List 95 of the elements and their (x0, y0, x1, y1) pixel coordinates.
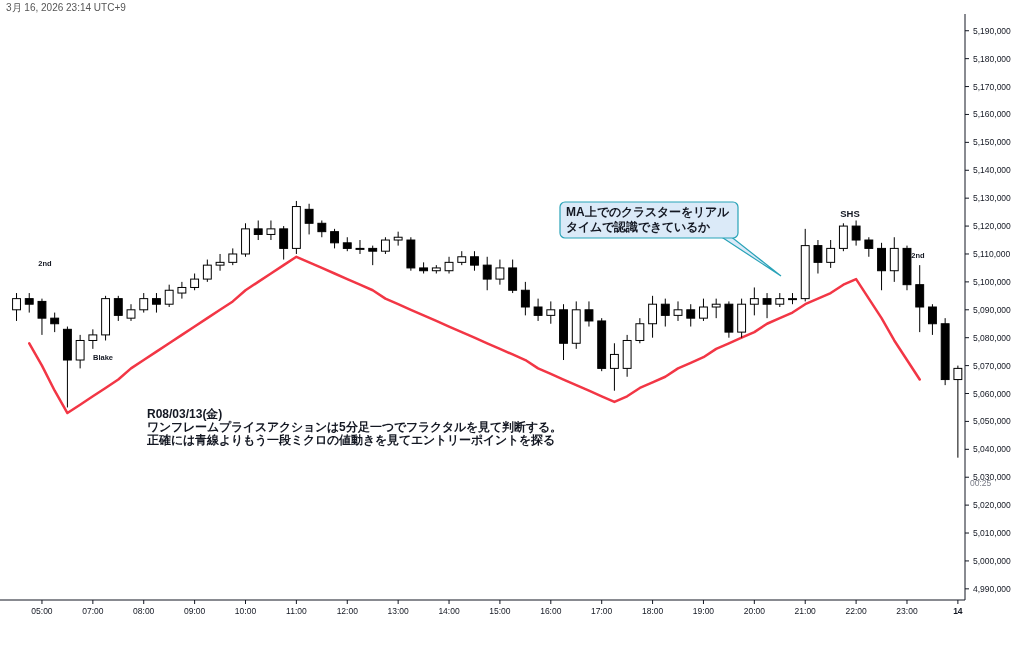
x-tick-label: 16:00 (540, 606, 562, 616)
candlestick (533, 298, 543, 322)
candlestick (113, 295, 123, 322)
y-tick-label: 5,190,000 (973, 25, 1012, 36)
candlestick (864, 236, 874, 258)
y-tick-label: 5,140,000 (973, 165, 1012, 176)
candlestick (24, 292, 34, 314)
candlestick (635, 317, 645, 344)
y-tick-label: 5,020,000 (973, 500, 1012, 511)
candlestick (355, 239, 365, 255)
candlestick (648, 295, 658, 339)
annotation: ワンフレームプライスアクションは5分足一つでフラクタルを見て判断する。 (147, 420, 562, 434)
x-tick-label: 09:00 (183, 606, 206, 616)
candlestick (164, 284, 174, 308)
x-tick-label: 14:00 (438, 606, 460, 616)
x-tick-label: 10:00 (234, 606, 257, 616)
y-tick-label: 5,170,000 (973, 81, 1012, 92)
y-tick-label: 5,160,000 (973, 109, 1012, 120)
candlestick (139, 292, 149, 314)
annotation: 正確には青線よりもう一段ミクロの値動きを見てエントリーポイントを探る (146, 433, 555, 447)
candlestick (508, 259, 518, 294)
y-tick-label: 5,040,000 (973, 444, 1012, 455)
candlestick (762, 292, 772, 319)
candlestick (877, 242, 886, 291)
candlestick (927, 303, 937, 336)
candlestick (699, 298, 708, 322)
x-tick-label: 17:00 (591, 606, 613, 616)
candlestick (202, 259, 212, 283)
candlestick (279, 225, 289, 261)
y-tick-label: 4,990,000 (973, 583, 1012, 594)
y-tick-label: 5,100,000 (973, 276, 1012, 287)
candlestick (953, 365, 963, 459)
y-tick-label: 5,010,000 (973, 528, 1012, 539)
y-tick-label: 5,110,000 (973, 248, 1011, 259)
candlestick (711, 298, 721, 319)
y-tick-label: 5,080,000 (973, 332, 1012, 343)
x-tick-label: 07:00 (82, 606, 104, 616)
candlestick (215, 253, 225, 272)
y-tick-label: 5,050,000 (973, 416, 1012, 427)
candlestick (889, 236, 899, 283)
candlestick (813, 239, 823, 275)
candlestick (88, 328, 98, 350)
candlestick (177, 281, 187, 300)
candlestick (660, 298, 670, 328)
candlestick (609, 342, 619, 392)
candlestick (749, 286, 759, 316)
annotation: R08/03/13(金) (147, 407, 223, 421)
x-tick-label: 12:00 (336, 606, 359, 616)
candlestick (838, 222, 848, 252)
y-tick-label: 5,120,000 (973, 221, 1012, 232)
candlestick (330, 228, 339, 249)
candlestick (37, 298, 47, 336)
y-tick-label: 5,060,000 (973, 388, 1012, 399)
candlestick (915, 264, 925, 333)
y-tick-label: 5,180,000 (973, 53, 1012, 64)
chart-subtitle: 3月 16, 2026 23:14 UTC+9 (6, 2, 127, 13)
x-tick-label: 05:00 (31, 606, 53, 616)
candlestick (495, 259, 505, 286)
candlestick (304, 203, 314, 235)
candlestick (12, 292, 21, 322)
candlestick (444, 256, 454, 275)
x-tick-label: 20:00 (743, 606, 766, 616)
x-tick-label: 22:00 (845, 606, 868, 616)
candlestick (546, 300, 556, 325)
candlestick (686, 303, 696, 328)
y-tick-label: 5,130,000 (973, 193, 1012, 204)
candlestick (673, 300, 683, 322)
y-tick-label: 5,090,000 (973, 304, 1012, 315)
x-tick-label: 23:00 (896, 606, 918, 616)
x-tick-label: 21:00 (794, 606, 817, 616)
x-tick-label: 14 (953, 606, 963, 616)
x-tick-label: 11:00 (286, 606, 307, 616)
candlestick (520, 281, 530, 316)
annotation: MA上でのクラスターをリアル (566, 205, 730, 219)
y-tick-label: 5,000,000 (973, 555, 1012, 566)
candlestick (470, 250, 479, 272)
x-tick-label: 18:00 (641, 606, 664, 616)
x-tick-label: 15:00 (489, 606, 511, 616)
y-tick-label: 5,070,000 (973, 360, 1012, 371)
y-tick-label: 5,150,000 (973, 137, 1012, 148)
candlestick (826, 239, 836, 269)
candlestick (50, 312, 60, 333)
candlestick (584, 300, 594, 328)
candlestick (482, 256, 492, 291)
x-tick-label: 08:00 (133, 606, 155, 616)
candlestick (152, 292, 161, 314)
annotation: SHS (840, 208, 860, 219)
candlestick (368, 245, 378, 266)
x-tick-label: 19:00 (692, 606, 715, 616)
x-tick-label: 13:00 (387, 606, 410, 616)
candlestick (75, 334, 85, 369)
candlestick (266, 220, 276, 241)
candlestick (851, 220, 861, 247)
candlestick (253, 220, 263, 241)
annotation: タイムで認識できているか (566, 220, 711, 234)
